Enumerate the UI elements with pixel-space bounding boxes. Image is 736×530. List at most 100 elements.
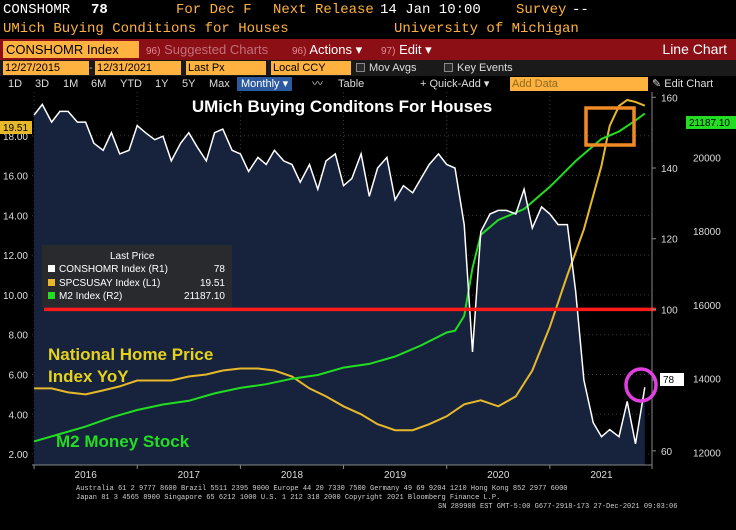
frequency-label: Monthly <box>241 78 280 90</box>
legend-box <box>42 245 232 307</box>
conshomr-line <box>33 103 646 444</box>
l1-tick-label: 4.00 <box>9 410 29 421</box>
start-date-field[interactable]: 12/27/2015 <box>3 61 89 75</box>
r2-tick-label: 18000 <box>693 227 721 238</box>
annotation-m2: M2 Money Stock <box>56 432 190 451</box>
legend-swatch <box>48 279 55 286</box>
suggested-charts-button[interactable]: 96) Suggested Charts <box>146 39 268 60</box>
r1-tick-label: 100 <box>661 305 678 316</box>
period-tab-ytd[interactable]: YTD <box>120 78 142 90</box>
frequency-select[interactable]: Monthly ▾ <box>237 77 293 91</box>
r1-last-value: 78 <box>663 375 675 386</box>
annotation-home-price-line: National Home Price <box>48 345 213 364</box>
x-tick-label: 2017 <box>178 470 201 481</box>
m2-line <box>33 112 646 443</box>
period-tab-5y[interactable]: 5Y <box>182 78 196 90</box>
r1-tick-label: 60 <box>661 447 673 458</box>
l1-tick-label: 18.00 <box>3 132 28 143</box>
date-separator: - <box>89 62 93 74</box>
legend: Last Price CONSHOMR Index (R1) 78 SPCSUS… <box>42 245 232 307</box>
period-tab-6m[interactable]: 6M <box>91 78 107 90</box>
highlight-box <box>584 106 636 147</box>
l1-tick-label: 10.00 <box>3 291 28 302</box>
x-tick-label: 2016 <box>75 470 98 481</box>
r2-last-tag <box>686 116 736 129</box>
price-field-select[interactable]: Last Px <box>186 61 266 75</box>
r2-tick-label: 20000 <box>693 153 721 164</box>
chart-mode: Line Chart <box>662 41 727 57</box>
command-bar: CONSHOMR Index 96) Suggested Charts 96) … <box>0 39 736 60</box>
r2-tick-label: 14000 <box>693 375 721 386</box>
security-header: CONSHOMR 78 For Dec F Next Release 14 Ja… <box>0 0 736 20</box>
l1-last-value: 19.51 <box>3 123 28 134</box>
legend-value: 78 <box>214 264 226 275</box>
legend-swatch <box>48 265 55 272</box>
legend-value: 21187.10 <box>184 291 225 302</box>
edit-label: Edit ▾ <box>399 42 432 57</box>
ticker-value: 78 <box>91 2 108 18</box>
spcsusay-line <box>34 98 646 432</box>
annotation-home-price-line: Index YoY <box>48 367 129 386</box>
key-events-checkbox[interactable]: Key Events <box>444 60 513 76</box>
period-tab-1y[interactable]: 1Y <box>155 78 169 90</box>
index-input[interactable]: CONSHOMR Index <box>3 41 139 58</box>
next-release-value: 14 Jan 10:00 <box>380 2 481 18</box>
r2-last-value: 21187.10 <box>689 118 730 129</box>
suggested-charts-label: Suggested Charts <box>164 42 269 57</box>
quick-add-menu[interactable]: + Quick-Add ▾ <box>420 78 490 90</box>
period-tab-3d[interactable]: 3D <box>35 78 50 90</box>
l1-tick-label: 6.00 <box>9 370 29 381</box>
legend-name: SPCSUSAY Index (L1) <box>59 278 160 289</box>
r2-tick-label: 16000 <box>693 301 721 312</box>
legend-name: M2 Index (R2) <box>59 291 122 302</box>
footer: Australia 61 2 9777 8600 Brazil 5511 239… <box>0 484 736 530</box>
x-tick-label: 2018 <box>281 470 304 481</box>
x-tick-label: 2020 <box>487 470 510 481</box>
edit-chart-label: Edit Chart <box>664 78 714 90</box>
x-tick-label: 2019 <box>384 470 407 481</box>
table-button[interactable]: Table <box>338 78 365 90</box>
r1-tick-label: 120 <box>661 235 678 246</box>
actions-num: 96) <box>292 46 307 57</box>
l1-last-tag <box>0 121 32 134</box>
period: For Dec F <box>176 2 252 18</box>
survey-label: Survey <box>516 2 567 18</box>
l1-tick-label: 12.00 <box>3 251 28 262</box>
footer-line-1: Australia 61 2 9777 8600 Brazil 5511 239… <box>76 485 568 493</box>
description-bar: UMich Buying Conditions for Houses Unive… <box>0 20 736 39</box>
edit-num: 97) <box>381 46 396 57</box>
edit-menu[interactable]: 97) Edit ▾ <box>381 39 432 60</box>
legend-heading: Last Price <box>110 251 155 262</box>
survey-value: -- <box>572 2 589 18</box>
annotation-home-price: National Home Price Index YoY <box>48 345 218 386</box>
series-source: University of Michigan <box>394 21 579 37</box>
conshomr-area <box>34 104 645 466</box>
x-tick-label: 2021 <box>590 470 613 481</box>
add-data-input[interactable]: Add Data <box>510 77 648 91</box>
chevron-down-icon: ▾ <box>282 78 289 90</box>
line-chart-icon[interactable]: 〰 <box>312 78 323 90</box>
r1-last-tag <box>660 373 684 386</box>
actions-label: Actions ▾ <box>309 42 363 57</box>
period-tab-1d[interactable]: 1D <box>8 78 23 90</box>
currency-select[interactable]: Local CCY <box>271 61 351 75</box>
period-tab-1m[interactable]: 1M <box>63 78 79 90</box>
end-date-field[interactable]: 12/31/2021 <box>95 61 181 75</box>
actions-menu[interactable]: 96) Actions ▾ <box>292 39 362 60</box>
r1-tick-label: 160 <box>661 93 678 104</box>
series-name: UMich Buying Conditions for Houses <box>3 21 289 37</box>
highlight-circle <box>624 367 658 403</box>
legend-swatch <box>48 292 55 299</box>
edit-chart-icon: ✎ <box>652 78 662 90</box>
period-tab-max[interactable]: Max <box>209 78 230 90</box>
edit-chart-button[interactable]: ✎ Edit Chart <box>652 77 713 91</box>
l1-tick-label: 14.00 <box>3 211 28 222</box>
mov-avgs-checkbox[interactable]: Mov Avgs <box>356 60 417 76</box>
footer-line-2: Japan 81 3 4565 8900 Singapore 65 6212 1… <box>76 494 501 502</box>
next-release-label: Next Release <box>273 2 374 18</box>
footer-line-3: SN 289908 EST GMT-5:00 G677-2918-173 27-… <box>438 503 678 511</box>
r1-tick-label: 140 <box>661 164 678 175</box>
key-events-label: Key Events <box>457 62 513 74</box>
mov-avgs-label: Mov Avgs <box>369 62 417 74</box>
legend-value: 19.51 <box>200 278 225 289</box>
